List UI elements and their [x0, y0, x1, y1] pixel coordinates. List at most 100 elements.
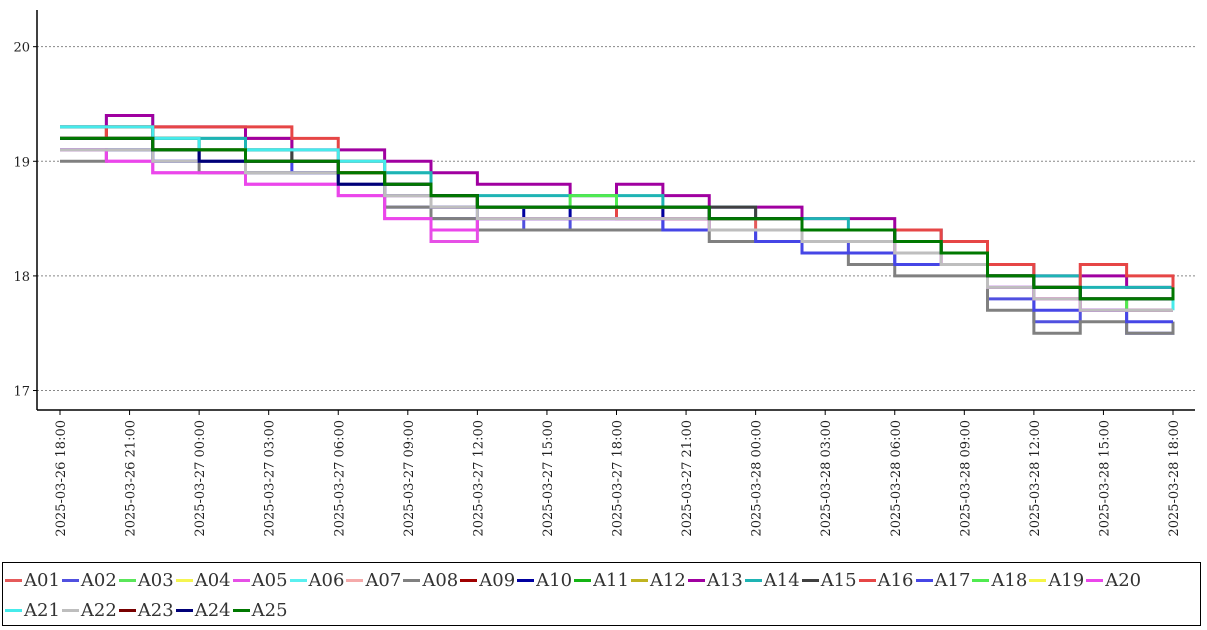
legend: A01 A02 A03 A04 A05 A06 A07 A08 A09 A10 A11 A12 A13 A…: [2, 562, 1201, 626]
x-tick-label: 2025-03-26 21:00: [124, 420, 139, 537]
legend-label: A21: [24, 599, 60, 621]
series-line-a08: [60, 148, 1175, 335]
legend-swatch: [630, 578, 648, 582]
legend-item-a05[interactable]: A05: [232, 565, 288, 595]
legend-label: A03: [137, 569, 174, 591]
legend-item-a04[interactable]: A04: [175, 565, 231, 595]
legend-label: A11: [593, 569, 629, 591]
x-tick-label: 2025-03-28 15:00: [1097, 420, 1112, 537]
legend-item-a17[interactable]: A17: [915, 565, 971, 595]
legend-item-a15[interactable]: A15: [801, 565, 857, 595]
x-tick-label: 2025-03-27 03:00: [263, 420, 278, 537]
series-line-a25: [60, 136, 1175, 301]
legend-swatch: [232, 578, 250, 582]
series-line-a02: [60, 148, 1175, 335]
legend-label: A04: [194, 569, 231, 591]
x-tick-label: 2025-03-28 03:00: [819, 420, 834, 537]
y-tick-label: 19: [13, 155, 30, 170]
legend-label: A10: [536, 569, 573, 591]
legend-item-a18[interactable]: A18: [972, 565, 1027, 595]
legend-swatch: [517, 578, 535, 582]
legend-label: A19: [1048, 569, 1085, 591]
legend-item-a13[interactable]: A13: [687, 565, 743, 595]
legend-label: A08: [422, 569, 459, 591]
series-line-a01: [60, 136, 1173, 312]
legend-item-a25[interactable]: A25: [232, 595, 288, 625]
legend-item-a20[interactable]: A20: [1086, 565, 1141, 595]
legend-label: A16: [877, 569, 914, 591]
x-tick-label: 2025-03-28 09:00: [958, 420, 973, 537]
legend-item-a08[interactable]: A08: [403, 565, 458, 595]
legend-swatch: [1029, 578, 1047, 582]
legend-item-a16[interactable]: A16: [858, 565, 914, 595]
legend-label: A18: [991, 569, 1028, 591]
legend-item-a21[interactable]: A21: [5, 595, 60, 625]
legend-label: A20: [1105, 569, 1142, 591]
legend-swatch: [915, 578, 933, 582]
line-chart: 17 18 19 20 2025-03-26 18:00 2025-03-26 21:0…: [13, 10, 1195, 537]
legend-item-a11[interactable]: A11: [574, 565, 629, 595]
series-line-a22: [60, 148, 1173, 312]
legend-swatch: [574, 578, 592, 582]
x-tick-label: 2025-03-28 12:00: [1028, 420, 1043, 537]
legend-item-a01[interactable]: A01: [5, 565, 60, 595]
legend-label: A25: [251, 599, 288, 621]
legend-swatch: [175, 608, 193, 612]
x-tick-label: 2025-03-27 12:00: [471, 420, 486, 537]
legend-swatch: [801, 578, 819, 582]
x-tick-label: 2025-03-28 06:00: [889, 420, 904, 537]
legend-item-a14[interactable]: A14: [744, 565, 800, 595]
series-line-a17: [60, 148, 1173, 324]
legend-item-a23[interactable]: A23: [118, 595, 174, 625]
x-tick-label: 2025-03-28 18:00: [1167, 420, 1182, 537]
legend-item-a10[interactable]: A10: [517, 565, 572, 595]
legend-swatch: [972, 578, 990, 582]
legend-swatch: [460, 578, 478, 582]
x-tick-label: 2025-03-26 18:00: [54, 420, 69, 537]
x-tick-label: 2025-03-27 18:00: [611, 420, 626, 537]
legend-item-a24[interactable]: A24: [175, 595, 231, 625]
x-tick-label: 2025-03-27 06:00: [332, 420, 347, 537]
legend-swatch: [118, 608, 136, 612]
legend-swatch: [175, 578, 193, 582]
legend-item-a19[interactable]: A19: [1029, 565, 1084, 595]
x-tick-label: 2025-03-27 21:00: [680, 420, 695, 537]
legend-item-a12[interactable]: A12: [630, 565, 686, 595]
legend-swatch: [289, 578, 307, 582]
y-tick-label: 18: [13, 270, 30, 285]
legend-label: A23: [137, 599, 174, 621]
legend-label: A05: [251, 569, 288, 591]
y-tick-label: 20: [13, 41, 30, 56]
y-tick-label: 17: [13, 385, 30, 400]
series-lines: [60, 113, 1175, 335]
legend-swatch: [1086, 578, 1104, 582]
legend-swatch: [403, 578, 421, 582]
series-line-a16: [60, 125, 1175, 299]
legend-swatch: [118, 578, 136, 582]
y-tick-labels: 17 18 19 20: [13, 41, 37, 400]
legend-swatch: [687, 578, 705, 582]
legend-swatch: [5, 608, 22, 612]
x-tick-label: 2025-03-27 00:00: [193, 420, 208, 537]
legend-item-a22[interactable]: A22: [61, 595, 117, 625]
legend-swatch: [61, 608, 79, 612]
legend-item-a06[interactable]: A06: [289, 565, 345, 595]
x-tick-label: 2025-03-27 15:00: [541, 420, 556, 537]
legend-label: A22: [80, 599, 117, 621]
legend-item-a07[interactable]: A07: [346, 565, 401, 595]
legend-label: A15: [820, 569, 857, 591]
legend-label: A06: [308, 569, 345, 591]
legend-item-a09[interactable]: A09: [460, 565, 515, 595]
legend-item-a03[interactable]: A03: [118, 565, 174, 595]
legend-swatch: [5, 578, 22, 582]
legend-item-a02[interactable]: A02: [61, 565, 117, 595]
x-tick-label: 2025-03-28 00:00: [750, 420, 765, 537]
legend-swatch: [346, 578, 364, 582]
legend-label: A13: [706, 569, 743, 591]
legend-label: A24: [194, 599, 231, 621]
legend-label: A07: [365, 569, 402, 591]
x-tick-label: 2025-03-27 09:00: [402, 420, 417, 537]
legend-label: A01: [24, 569, 60, 591]
legend-label: A09: [479, 569, 516, 591]
legend-label: A17: [934, 569, 971, 591]
